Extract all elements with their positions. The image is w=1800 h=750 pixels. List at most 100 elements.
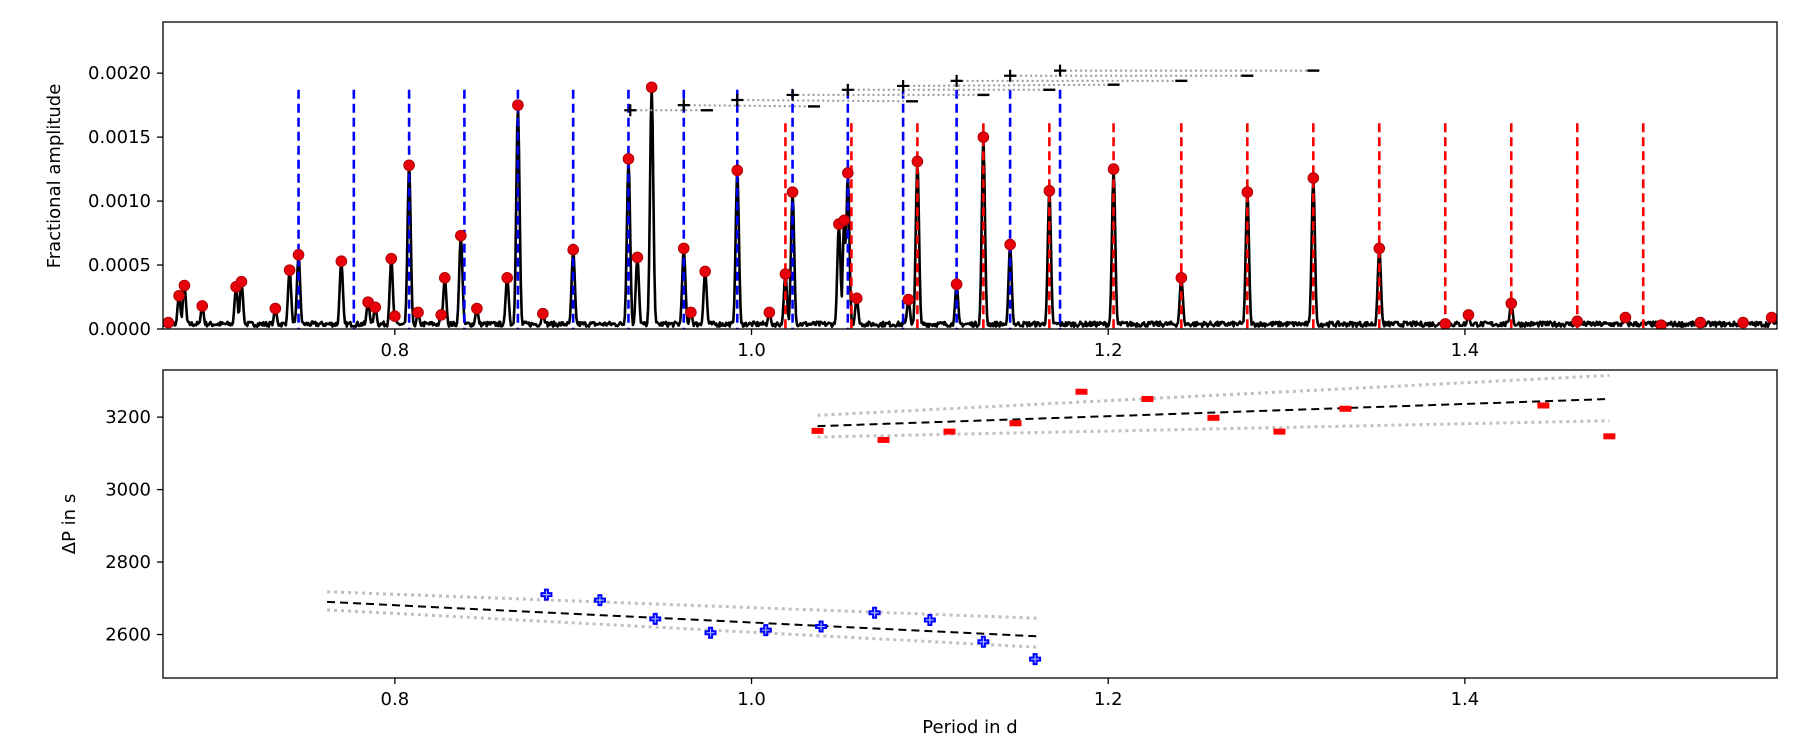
top-x-axis: 0.8 1.0 1.2 1.4: [381, 329, 1480, 361]
peak-point-53: [1619, 311, 1632, 324]
bottom-x-tick-label-2: 1.2: [1094, 689, 1123, 710]
bottom-x-axis-label: Period in d: [922, 717, 1017, 738]
series-1-point-0: [811, 427, 824, 434]
series-1-point-7: [1273, 428, 1286, 435]
peak-point-17: [438, 272, 451, 284]
series-1-point-9: [1537, 402, 1550, 409]
top-plot-area: [163, 64, 1777, 329]
bottom-x-tick-label-1: 1.0: [737, 689, 766, 710]
peak-point-38: [902, 293, 915, 306]
series-1-fit-line: [817, 397, 1610, 428]
plus-marker-8: [1054, 64, 1067, 77]
peak-point-37: [850, 292, 863, 305]
series-0-point-inner-7: [925, 616, 934, 625]
peak-point-6: [269, 302, 282, 315]
peak-point-46: [1241, 186, 1254, 198]
top-y-tick-label-1: 0.0005: [88, 255, 151, 276]
series-1-point-6: [1207, 414, 1220, 421]
peak-point-30: [731, 164, 744, 177]
series-1-point-5: [1141, 395, 1154, 402]
top-y-axis-label: Fractional amplitude: [44, 84, 65, 269]
series-1-point-4: [1075, 388, 1088, 395]
peak-point-26: [645, 81, 658, 94]
plus-marker-0: [624, 104, 637, 117]
linkage-line-5: [903, 83, 1114, 87]
peak-point-44: [1107, 163, 1120, 175]
series-1-point-8: [1339, 405, 1352, 412]
peak-point-22: [537, 307, 549, 320]
peak-point-12: [385, 252, 398, 265]
bottom-x-tick-label-3: 1.4: [1451, 689, 1480, 710]
peak-point-3: [196, 300, 209, 312]
amplitude-spectrum: [163, 86, 1777, 328]
peak-point-24: [622, 153, 635, 165]
bottom-y-tick-label-3: 3200: [105, 407, 151, 428]
peak-point-11: [369, 301, 382, 314]
series-0-point-inner-1: [595, 596, 604, 605]
bottom-axes-frame: [162, 369, 1778, 679]
peak-point-51: [1505, 297, 1518, 310]
peak-point-23: [567, 243, 579, 256]
peak-point-0: [163, 316, 175, 329]
top-x-tick-label-3: 1.4: [1451, 340, 1480, 361]
peak-point-50: [1462, 309, 1475, 321]
peak-point-48: [1373, 242, 1386, 255]
peak-point-25: [631, 251, 644, 264]
peak-point-5: [235, 275, 248, 288]
series-1-point-2: [943, 428, 956, 435]
bottom-y-tick-label-1: 2800: [105, 552, 151, 573]
peak-point-56: [1737, 316, 1749, 329]
peak-point-52: [1571, 315, 1584, 328]
top-y-tick-label-0: 0.0000: [88, 319, 151, 340]
peak-point-27: [677, 242, 690, 255]
bottom-panel: 0.8 1.0 1.2 1.4 2600 2800 3000 3200 ΔP in s Pe…: [59, 369, 1778, 738]
peak-point-14: [403, 159, 415, 172]
peak-point-42: [1004, 238, 1016, 251]
series-0-point-inner-6: [870, 608, 879, 617]
series-1-band-lower: [817, 419, 1610, 439]
plus-marker-6: [950, 74, 963, 87]
series-0-point-inner-3: [706, 628, 715, 637]
peak-point-19: [471, 302, 483, 315]
peak-point-9: [335, 255, 348, 268]
peak-point-2: [178, 279, 191, 292]
bottom-y-axis: 2600 2800 3000 3200: [105, 407, 163, 646]
peak-point-29: [699, 265, 711, 278]
series-1-band-upper: [817, 373, 1610, 417]
series-0-point-inner-9: [1031, 655, 1040, 664]
peak-point-41: [977, 131, 990, 143]
plus-marker-1: [677, 99, 690, 112]
peak-point-20: [501, 272, 514, 284]
peak-point-43: [1043, 185, 1056, 197]
peak-point-57: [1765, 311, 1777, 324]
series-1-point-10: [1603, 433, 1616, 440]
top-y-axis: 0.0000 0.0005 0.0010 0.0015 0.0020: [88, 63, 163, 340]
linkage-line-2: [737, 99, 913, 103]
series-1-point-1: [877, 436, 890, 443]
peak-point-36: [842, 167, 854, 179]
peak-point-21: [512, 99, 524, 111]
peak-point-55: [1694, 316, 1707, 329]
plus-marker-4: [841, 83, 854, 96]
peak-point-16: [435, 309, 448, 321]
bottom-y-axis-label: ΔP in s: [59, 494, 80, 554]
bottom-x-tick-label-0: 0.8: [381, 689, 410, 710]
series-0-point-inner-8: [979, 637, 988, 646]
peak-point-13: [389, 310, 401, 323]
top-x-tick-label-0: 0.8: [381, 340, 410, 361]
top-axes-frame: [162, 21, 1778, 330]
top-y-tick-label-4: 0.0020: [88, 63, 151, 84]
series-0-point-inner-5: [817, 622, 826, 631]
series-0-point-inner-2: [651, 614, 660, 623]
peak-point-35: [838, 214, 851, 227]
series-1-point-3: [1009, 420, 1022, 427]
linkage-line-1: [683, 104, 814, 108]
peak-point-49: [1439, 318, 1452, 329]
peak-point-7: [283, 264, 296, 276]
plus-marker-7: [1004, 69, 1017, 82]
peak-point-15: [412, 306, 424, 319]
bottom-x-axis: 0.8 1.0 1.2 1.4: [381, 678, 1480, 710]
top-y-tick-label-3: 0.0015: [88, 127, 151, 148]
